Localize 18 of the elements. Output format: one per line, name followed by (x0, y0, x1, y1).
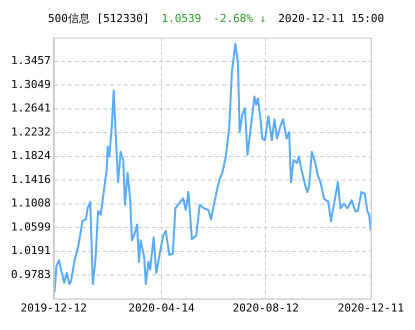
text: 2020-12-11 15:00 (278, 12, 384, 24)
y-tick-label: 1.3049 (10, 78, 51, 91)
y-tick-label: 1.0191 (10, 244, 51, 258)
y-tick-label: 1.0599 (10, 220, 51, 234)
y-tick-label: 1.2641 (10, 102, 51, 115)
y-tick-label: 1.3457 (10, 54, 51, 68)
x-tick-label: 2020-12-11 (338, 301, 404, 314)
x-tick-label: 2020-08-12 (232, 301, 299, 314)
chart-title: 500信息 [512330] (48, 10, 150, 26)
y-tick-label: 1.1008 (10, 196, 51, 210)
y-tick-label: 1.2232 (10, 125, 51, 138)
y-tick-label: 0.9783 (10, 268, 51, 281)
y-tick-label: 1.1824 (10, 149, 52, 162)
text: -2.68% ↓ (213, 12, 266, 24)
x-tick-label: 2020-04-14 (128, 301, 195, 314)
text: 1.0539 (161, 12, 202, 24)
x-tick-label: 2019-12-12 (20, 301, 87, 314)
y-tick-label: 1.1416 (10, 172, 51, 186)
